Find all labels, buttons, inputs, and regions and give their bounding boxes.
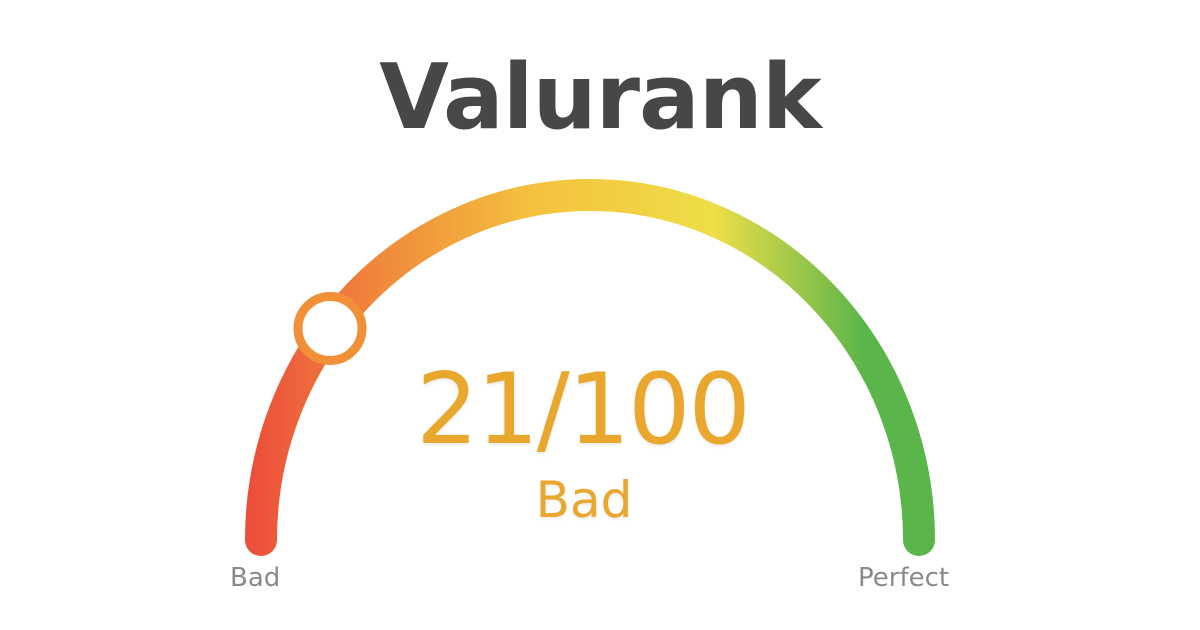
score-rating: Bad xyxy=(535,471,633,529)
gauge-marker xyxy=(293,292,367,365)
score-value: 21/100 xyxy=(416,353,751,467)
scale-min-label: Bad xyxy=(230,563,281,593)
scale-max-label: Perfect xyxy=(858,563,950,593)
brand-title: Valurank xyxy=(379,45,821,150)
gauge-track xyxy=(245,179,935,556)
